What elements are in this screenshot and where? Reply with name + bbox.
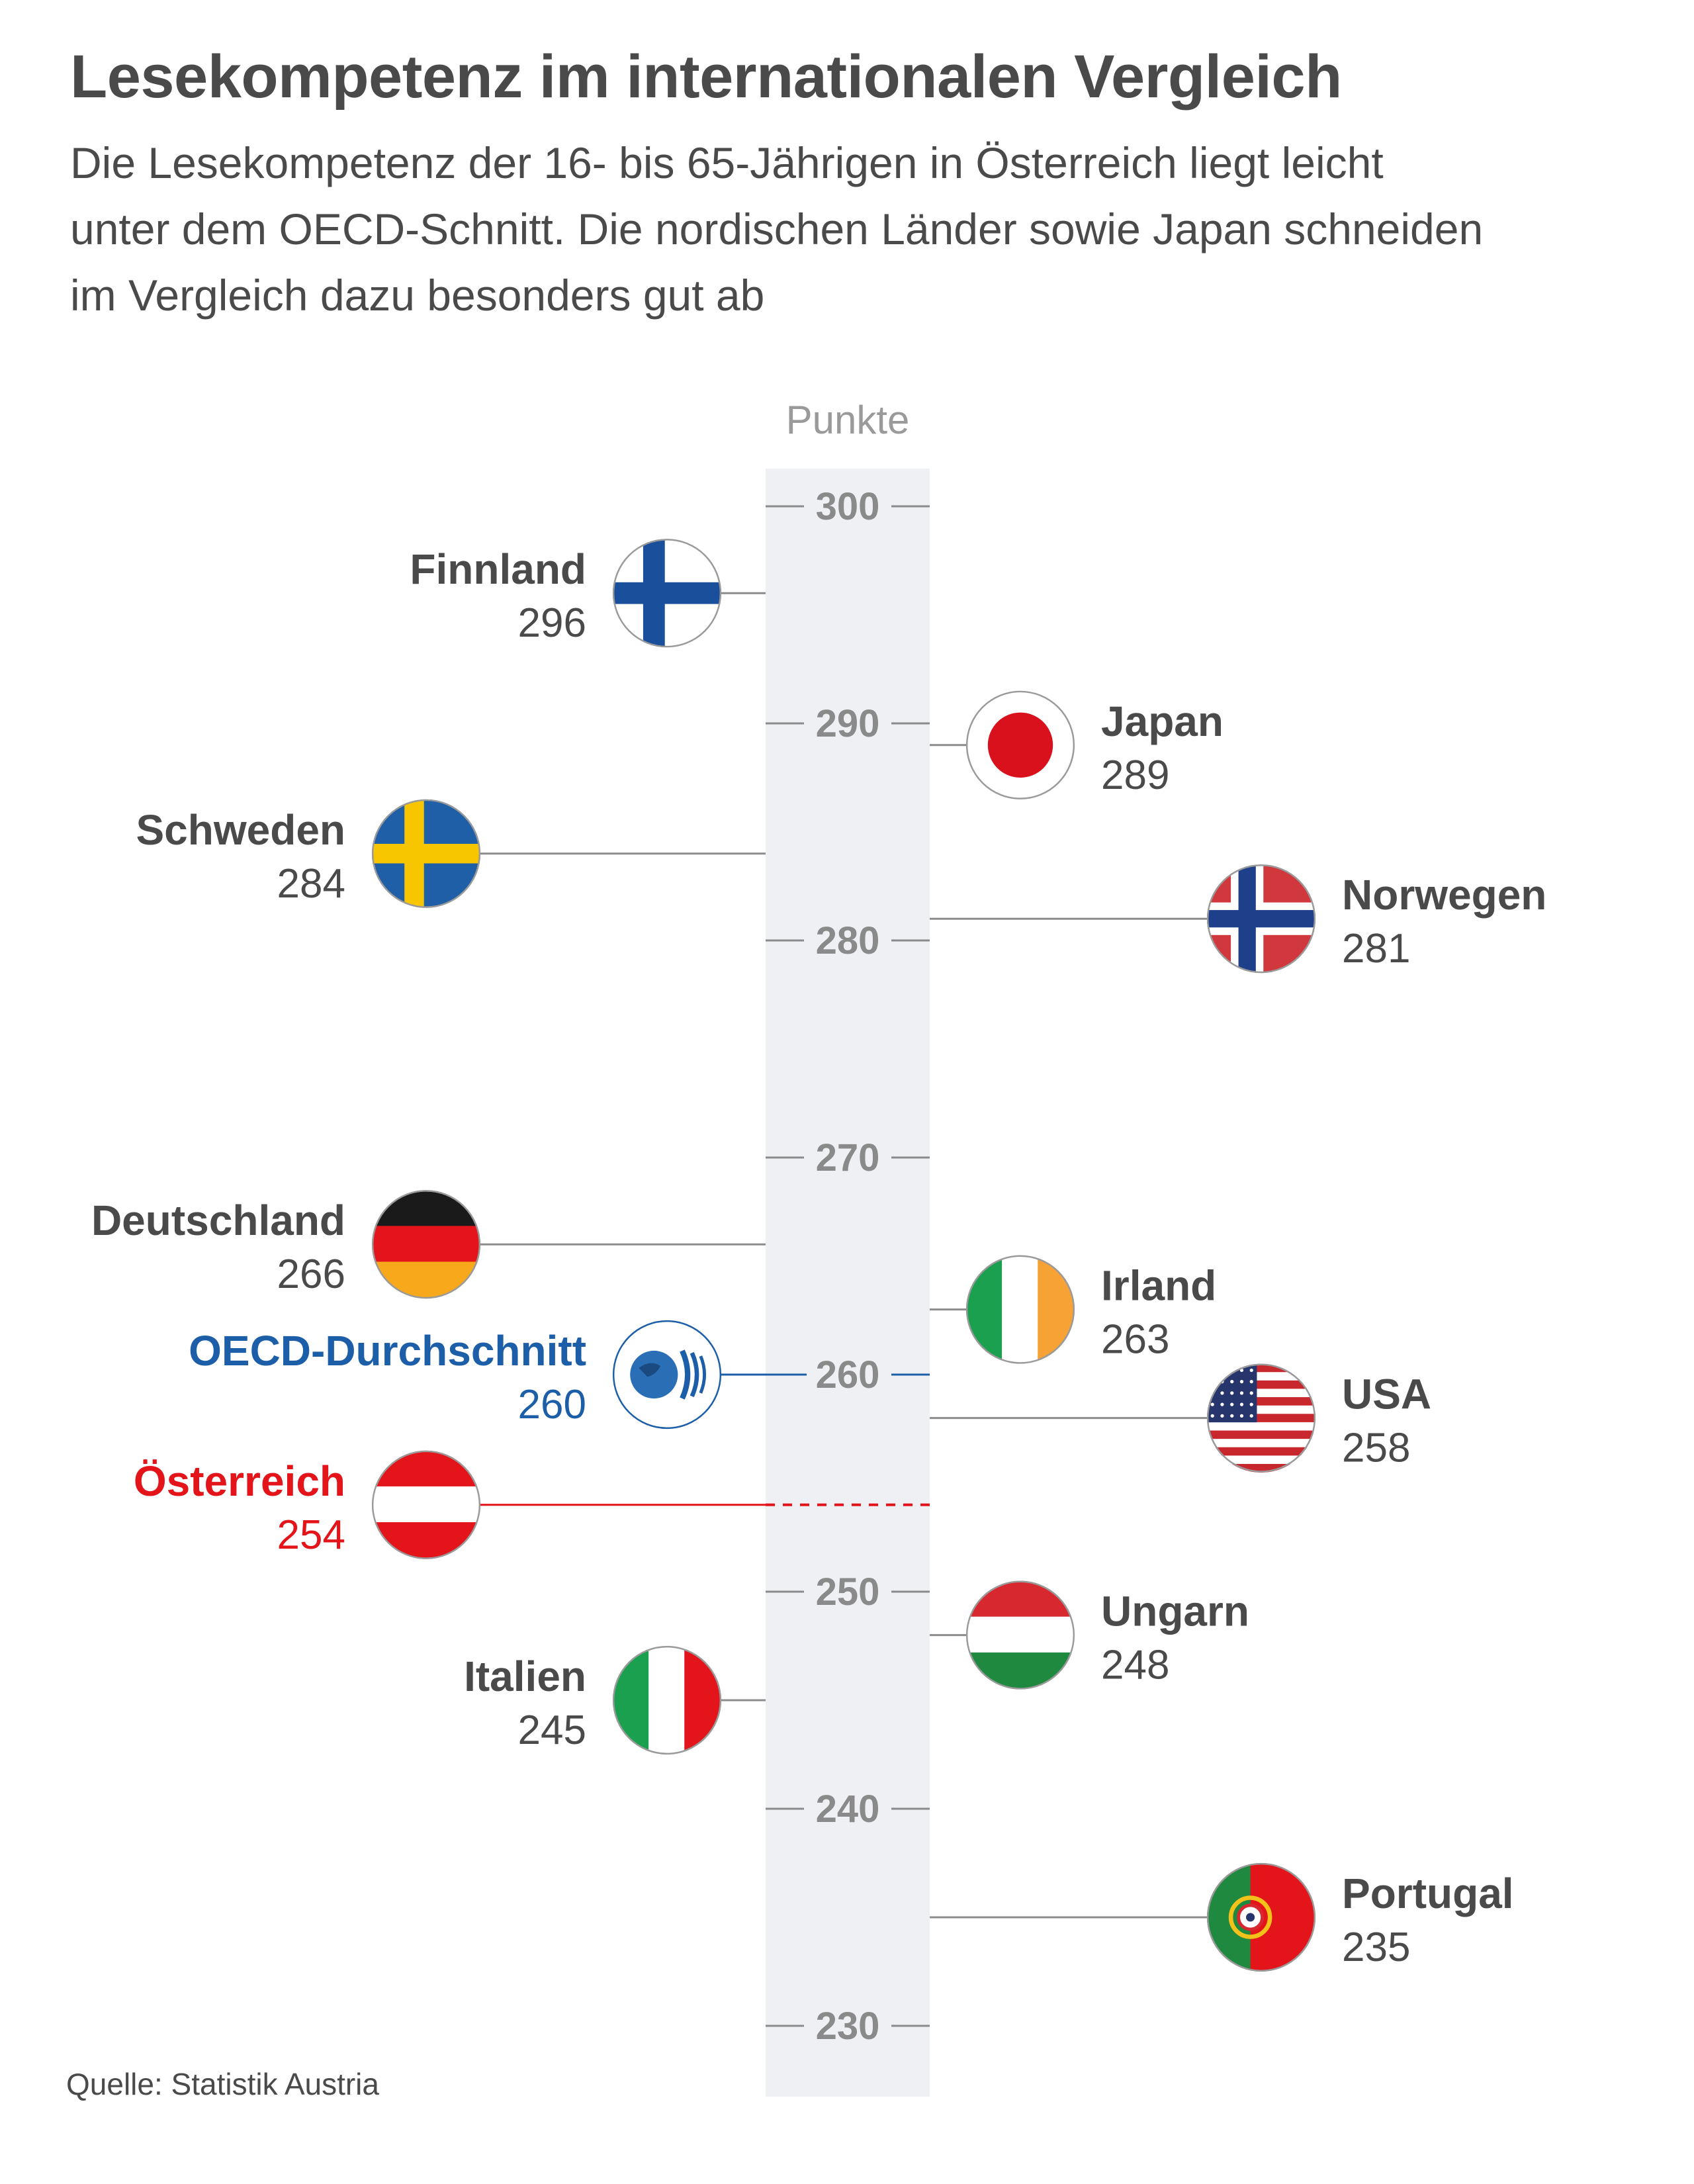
point-value: 248 (1101, 1643, 1169, 1688)
chart-title: Lesekompetenz im internationalen Verglei… (70, 43, 1342, 111)
point-label: Portugal (1342, 1870, 1514, 1917)
axis-title: Punkte (786, 398, 910, 442)
point-label: Irland (1101, 1262, 1216, 1310)
italy-flag-icon (612, 1645, 722, 1755)
point-value: 245 (518, 1707, 586, 1753)
axis-band (766, 469, 930, 2097)
tick-label: 300 (816, 485, 880, 528)
point-value: 254 (277, 1512, 345, 1558)
point-label: Italien (464, 1653, 586, 1700)
point-japan: Japan 289 (930, 690, 1224, 799)
tick-label: 270 (816, 1136, 880, 1179)
austria-flag-icon (371, 1450, 481, 1559)
tick-label: 250 (816, 1570, 880, 1614)
point-irland: Irland 263 (930, 1255, 1216, 1364)
germany-flag-icon (371, 1190, 481, 1299)
point-value: 235 (1342, 1925, 1410, 1970)
hungary-flag-icon (965, 1580, 1075, 1690)
point-norwegen: Norwegen 281 (930, 864, 1546, 974)
point-schweden: Schweden 284 (136, 799, 766, 908)
norway-flag-icon (1206, 864, 1316, 974)
point-label: Deutschland (91, 1197, 345, 1244)
tick-label: 260 (816, 1353, 880, 1396)
point-value: 284 (277, 861, 345, 907)
japan-flag-icon (965, 690, 1075, 799)
point-label: Österreich (134, 1457, 345, 1505)
point-portugal: Portugal 235 (930, 1862, 1514, 1972)
point-value: 266 (277, 1251, 345, 1297)
usa-flag-icon (1206, 1363, 1316, 1473)
tick-label: 280 (816, 919, 880, 962)
point-label: OECD-Durchschnitt (189, 1327, 586, 1375)
tick-label: 230 (816, 2005, 880, 2048)
point-value: 281 (1342, 926, 1410, 972)
point-finnland: Finnland 296 (410, 539, 766, 648)
point-value: 263 (1101, 1317, 1169, 1363)
finland-flag-icon (612, 539, 722, 648)
point-value: 258 (1342, 1426, 1410, 1471)
point-value: 296 (518, 600, 586, 646)
sweden-flag-icon (371, 799, 481, 908)
point-label: Finnland (410, 545, 586, 593)
tick-label: 240 (816, 1788, 880, 1831)
tick-label: 290 (816, 702, 880, 745)
point-value: 260 (518, 1382, 586, 1428)
point-italien: Italien 245 (464, 1645, 766, 1755)
point-deutschland: Deutschland 266 (91, 1190, 766, 1299)
point-österreich: Österreich 254 (134, 1450, 930, 1559)
point-value: 289 (1101, 752, 1169, 798)
chart-subtitle: Die Lesekompetenz der 16- bis 65-Jährige… (70, 138, 1484, 320)
oecd-logo-icon (612, 1320, 722, 1430)
point-label: Schweden (136, 806, 345, 854)
point-label: Japan (1101, 698, 1224, 745)
point-ungarn: Ungarn 248 (930, 1580, 1249, 1690)
portugal-flag-icon (1206, 1862, 1316, 1972)
point-label: Ungarn (1101, 1588, 1249, 1635)
point-oecd-durchschnitt: OECD-Durchschnitt 260 (189, 1320, 930, 1430)
point-usa: USA 258 (930, 1363, 1431, 1473)
source-note: Quelle: Statistik Austria (66, 2067, 379, 2101)
point-label: USA (1342, 1371, 1431, 1418)
ireland-flag-icon (965, 1255, 1075, 1364)
point-label: Norwegen (1342, 871, 1546, 919)
